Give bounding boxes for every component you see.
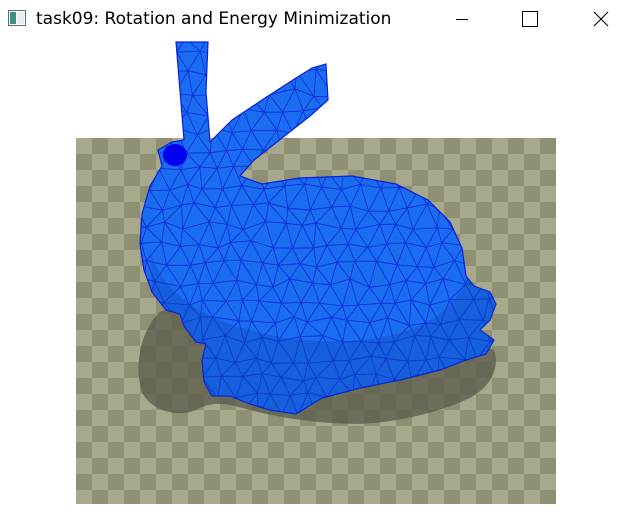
gl-viewport[interactable] [0,38,633,515]
minimize-button[interactable] [432,0,492,38]
maximize-button[interactable] [500,0,560,38]
window-title: task09: Rotation and Energy Minimization [36,9,392,29]
rotation-handle[interactable] [163,144,187,166]
close-icon [593,11,609,27]
scene-canvas[interactable] [0,38,633,515]
app-window-icon [8,10,26,26]
maximize-icon [522,11,538,27]
title-bar[interactable]: task09: Rotation and Energy Minimization [0,0,633,38]
close-button[interactable] [571,0,631,38]
bunny-shading [150,250,496,414]
minimize-icon [456,19,468,20]
